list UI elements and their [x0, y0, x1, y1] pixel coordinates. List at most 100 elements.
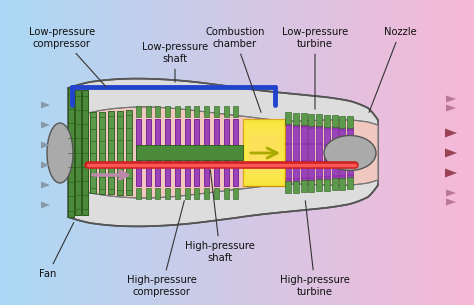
FancyArrow shape — [8, 121, 50, 128]
Polygon shape — [292, 0, 300, 305]
Polygon shape — [190, 0, 198, 305]
Text: High-pressure
turbine: High-pressure turbine — [280, 201, 350, 297]
Polygon shape — [332, 178, 337, 190]
Polygon shape — [316, 179, 322, 191]
Polygon shape — [126, 110, 132, 195]
Polygon shape — [155, 188, 161, 199]
Polygon shape — [118, 0, 127, 305]
Polygon shape — [308, 124, 314, 181]
Polygon shape — [243, 119, 285, 186]
Polygon shape — [293, 124, 299, 181]
Polygon shape — [194, 119, 200, 186]
Text: Low-pressure
compressor: Low-pressure compressor — [29, 27, 106, 87]
Text: Low-pressure
shaft: Low-pressure shaft — [142, 42, 208, 82]
Polygon shape — [308, 113, 314, 125]
Polygon shape — [403, 0, 411, 305]
Polygon shape — [347, 116, 353, 128]
Polygon shape — [99, 112, 105, 193]
Polygon shape — [166, 0, 174, 305]
FancyArrow shape — [385, 168, 457, 178]
FancyArrow shape — [388, 199, 456, 206]
Polygon shape — [324, 125, 330, 180]
FancyArrow shape — [8, 202, 50, 209]
Polygon shape — [324, 0, 332, 305]
Polygon shape — [411, 0, 419, 305]
Text: Fan: Fan — [39, 222, 74, 279]
Polygon shape — [276, 0, 284, 305]
Polygon shape — [395, 0, 403, 305]
Polygon shape — [79, 0, 87, 305]
Polygon shape — [339, 178, 346, 189]
Polygon shape — [136, 106, 141, 117]
Polygon shape — [103, 0, 110, 305]
Polygon shape — [245, 124, 283, 181]
Polygon shape — [47, 0, 55, 305]
Polygon shape — [301, 113, 307, 125]
Polygon shape — [250, 137, 278, 168]
Polygon shape — [165, 106, 170, 117]
Polygon shape — [246, 127, 282, 178]
Polygon shape — [300, 0, 308, 305]
Ellipse shape — [47, 123, 73, 183]
Polygon shape — [237, 0, 245, 305]
Polygon shape — [127, 0, 134, 305]
Polygon shape — [39, 0, 47, 305]
Polygon shape — [87, 0, 95, 305]
Polygon shape — [339, 116, 346, 127]
Polygon shape — [458, 0, 466, 305]
Ellipse shape — [324, 135, 376, 170]
Polygon shape — [158, 0, 166, 305]
Polygon shape — [150, 0, 158, 305]
Polygon shape — [387, 0, 395, 305]
Polygon shape — [146, 188, 151, 199]
Polygon shape — [301, 124, 307, 181]
Polygon shape — [194, 188, 200, 199]
Polygon shape — [427, 0, 435, 305]
Polygon shape — [32, 0, 39, 305]
FancyArrow shape — [8, 142, 50, 149]
Polygon shape — [224, 106, 228, 117]
Polygon shape — [136, 119, 141, 186]
Polygon shape — [68, 79, 378, 226]
Text: Low-pressure
turbine: Low-pressure turbine — [282, 27, 348, 109]
Polygon shape — [233, 188, 238, 199]
Polygon shape — [332, 0, 340, 305]
Polygon shape — [214, 119, 219, 186]
Polygon shape — [269, 0, 276, 305]
Text: High-pressure
shaft: High-pressure shaft — [185, 170, 255, 263]
Polygon shape — [221, 0, 229, 305]
Polygon shape — [233, 119, 238, 186]
Polygon shape — [80, 107, 378, 198]
Polygon shape — [253, 0, 261, 305]
Polygon shape — [71, 0, 79, 305]
Polygon shape — [204, 119, 209, 186]
FancyArrow shape — [388, 105, 456, 112]
FancyArrow shape — [8, 181, 50, 188]
Polygon shape — [90, 112, 96, 193]
Polygon shape — [175, 106, 180, 117]
Polygon shape — [55, 0, 63, 305]
Polygon shape — [435, 0, 442, 305]
Polygon shape — [146, 106, 151, 117]
FancyArrow shape — [8, 102, 50, 109]
Polygon shape — [249, 134, 279, 171]
Polygon shape — [185, 188, 190, 199]
Polygon shape — [16, 0, 24, 305]
Text: High-pressure
compressor: High-pressure compressor — [127, 201, 197, 297]
Polygon shape — [261, 0, 269, 305]
Polygon shape — [214, 106, 219, 117]
Polygon shape — [82, 90, 88, 215]
Polygon shape — [8, 0, 16, 305]
Polygon shape — [332, 115, 337, 127]
Polygon shape — [194, 106, 200, 117]
Polygon shape — [347, 127, 353, 178]
Polygon shape — [108, 111, 114, 194]
Polygon shape — [185, 119, 190, 186]
Polygon shape — [285, 112, 291, 124]
Polygon shape — [248, 131, 280, 174]
Polygon shape — [371, 0, 379, 305]
Polygon shape — [24, 0, 32, 305]
Polygon shape — [165, 119, 170, 186]
Polygon shape — [308, 180, 314, 192]
Polygon shape — [142, 0, 150, 305]
